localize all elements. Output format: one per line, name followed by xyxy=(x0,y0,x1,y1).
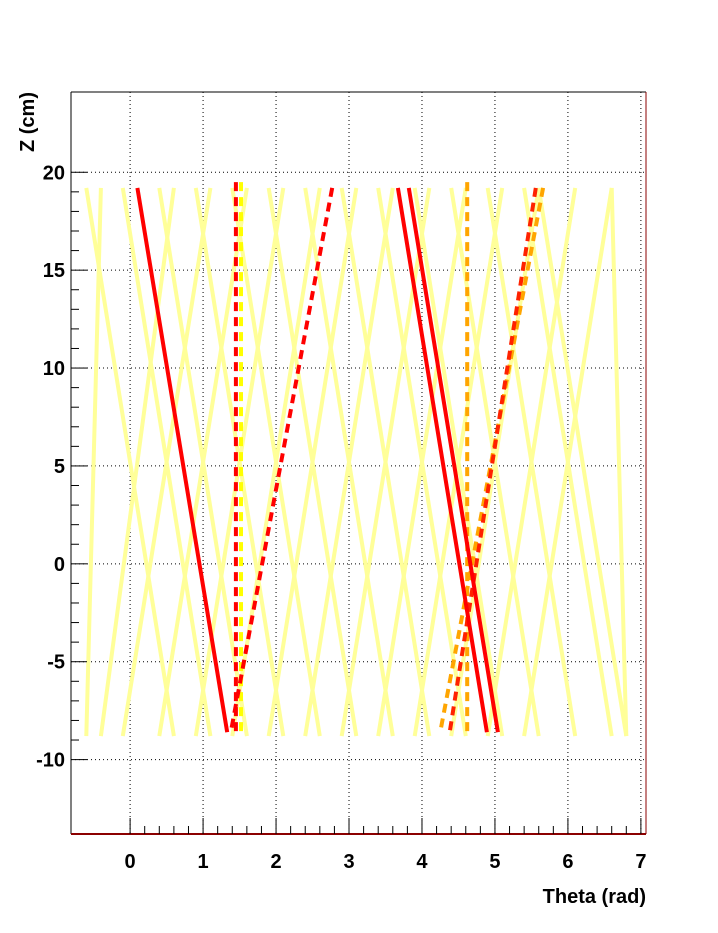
track-line xyxy=(412,187,505,737)
track-line xyxy=(193,187,286,737)
track-line xyxy=(406,187,500,733)
x-tick-label: 6 xyxy=(562,851,573,873)
track-line xyxy=(84,187,176,737)
track-line xyxy=(609,187,629,737)
track-line xyxy=(447,187,538,733)
y-axis-label: Z (cm) xyxy=(17,92,39,152)
y-tick-label: -5 xyxy=(47,652,65,674)
y-tick-label: 5 xyxy=(54,456,65,478)
x-axis-label: Theta (rad) xyxy=(543,886,646,908)
x-tick-label: 1 xyxy=(198,851,209,873)
track-line xyxy=(135,187,230,733)
track-line xyxy=(376,187,468,737)
track-line xyxy=(266,187,359,737)
track-line xyxy=(303,187,395,737)
y-tick-label: -10 xyxy=(36,750,65,772)
y-tick-label: 20 xyxy=(43,162,65,184)
y-tick-label: 15 xyxy=(43,260,65,282)
x-tick-label: 2 xyxy=(270,851,281,873)
track-line xyxy=(230,187,322,737)
track-line xyxy=(228,187,335,733)
track-line xyxy=(157,187,249,737)
x-tick-label: 5 xyxy=(489,851,500,873)
track-line xyxy=(522,187,614,737)
y-tick-label: 10 xyxy=(43,358,65,380)
track-line xyxy=(485,187,578,737)
x-tick-label: 3 xyxy=(343,851,354,873)
x-tick-label: 0 xyxy=(125,851,136,873)
x-tick-label: 4 xyxy=(416,851,428,873)
track-line xyxy=(120,187,213,737)
track-line xyxy=(84,187,103,737)
y-tick-label: 0 xyxy=(54,554,65,576)
x-tick-label: 7 xyxy=(635,851,646,873)
track-line xyxy=(98,187,176,737)
plot-area xyxy=(71,92,646,834)
track-line xyxy=(536,187,629,737)
track-line xyxy=(395,187,489,733)
